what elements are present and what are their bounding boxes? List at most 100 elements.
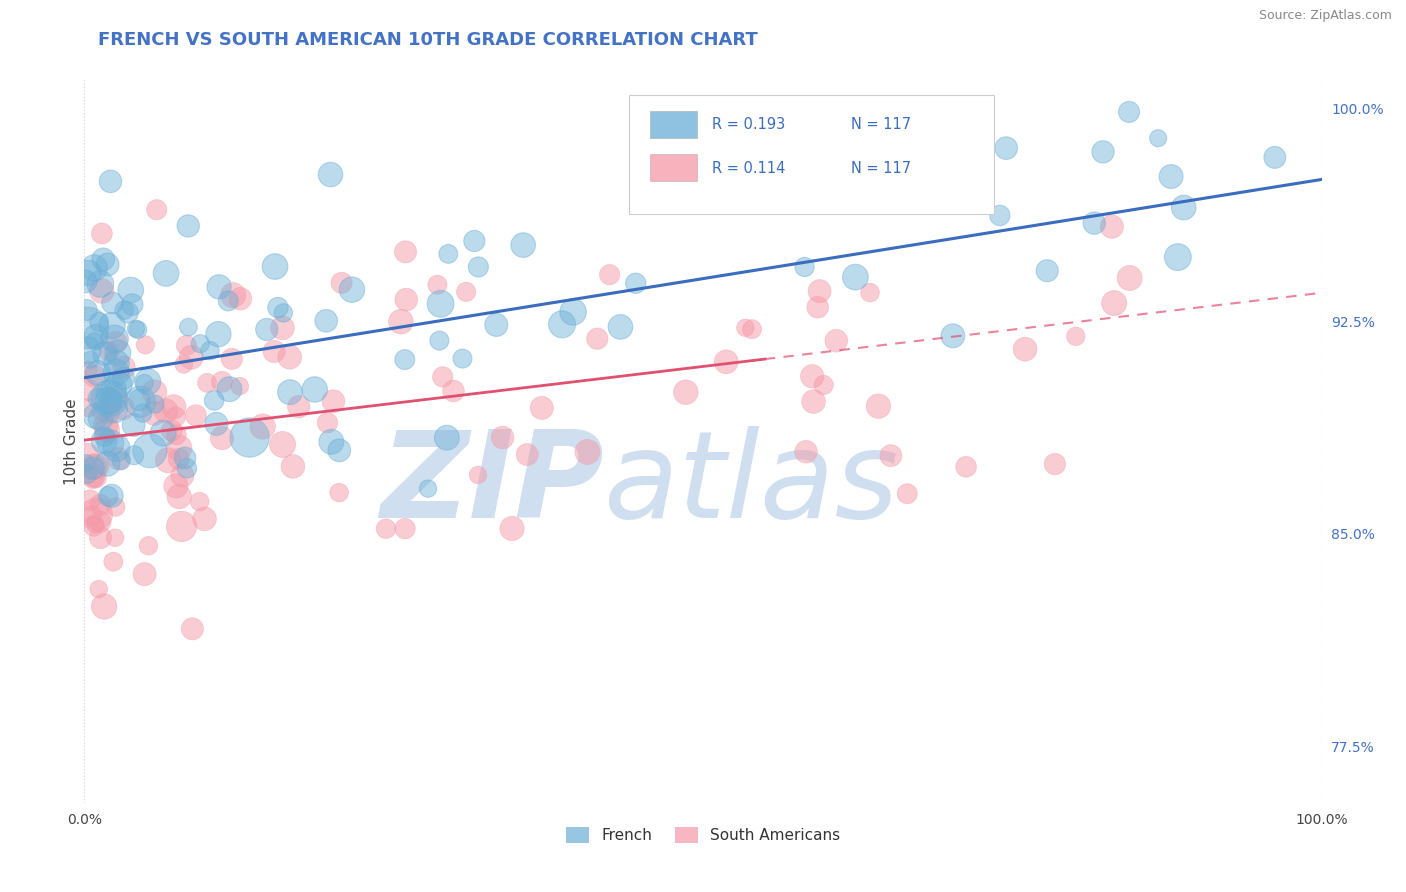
- Point: [516, 448, 538, 462]
- Point: [77, 401, 100, 415]
- Text: N = 117: N = 117: [852, 161, 911, 176]
- Point: [165, 428, 187, 442]
- Point: [103, 402, 125, 417]
- Point: [87, 392, 110, 406]
- Point: [198, 343, 221, 358]
- Point: [221, 351, 243, 366]
- Point: [851, 135, 873, 149]
- Point: [267, 301, 290, 315]
- Point: [104, 500, 127, 514]
- Point: [808, 284, 831, 298]
- Point: [181, 622, 204, 636]
- Point: [807, 300, 830, 314]
- Point: [77, 363, 100, 377]
- Point: [103, 332, 125, 346]
- Point: [152, 426, 174, 441]
- Point: [83, 334, 105, 349]
- Point: [84, 471, 107, 485]
- Point: [426, 277, 449, 292]
- Point: [87, 582, 110, 596]
- Point: [170, 519, 193, 533]
- Point: [467, 260, 489, 274]
- Point: [229, 292, 252, 306]
- Point: [322, 394, 344, 409]
- Y-axis label: 10th Grade: 10th Grade: [63, 398, 79, 485]
- Point: [1173, 201, 1195, 215]
- Point: [394, 522, 416, 536]
- Point: [207, 327, 229, 342]
- Point: [143, 397, 166, 411]
- Point: [167, 451, 190, 466]
- Point: [97, 407, 120, 421]
- Point: [202, 393, 225, 408]
- Point: [120, 283, 142, 297]
- Point: [340, 283, 363, 297]
- Point: [879, 190, 901, 204]
- Point: [278, 350, 301, 364]
- Point: [562, 305, 585, 319]
- Point: [98, 344, 121, 359]
- Point: [76, 343, 98, 358]
- Point: [271, 321, 294, 335]
- Point: [205, 417, 228, 431]
- Point: [609, 319, 631, 334]
- Point: [143, 406, 166, 420]
- Point: [586, 332, 609, 346]
- Text: N = 117: N = 117: [852, 117, 911, 132]
- Point: [1160, 169, 1182, 184]
- Point: [211, 375, 233, 389]
- Point: [188, 494, 211, 508]
- Point: [96, 423, 118, 437]
- Point: [328, 443, 350, 458]
- Point: [75, 275, 97, 289]
- Point: [79, 352, 101, 367]
- Point: [218, 382, 240, 396]
- Point: [174, 450, 197, 465]
- Point: [117, 306, 139, 320]
- Point: [105, 335, 128, 350]
- Point: [112, 360, 135, 375]
- Point: [93, 599, 115, 614]
- Point: [83, 459, 105, 474]
- Point: [416, 482, 439, 496]
- Point: [100, 394, 122, 409]
- Point: [173, 357, 195, 371]
- Point: [98, 392, 121, 406]
- Point: [530, 401, 553, 415]
- FancyBboxPatch shape: [628, 95, 994, 214]
- Point: [222, 288, 245, 302]
- Point: [134, 338, 156, 352]
- Point: [813, 378, 835, 392]
- Point: [801, 369, 824, 384]
- Point: [1083, 216, 1105, 230]
- Point: [429, 334, 451, 348]
- Point: [375, 522, 398, 536]
- Point: [134, 376, 156, 391]
- Point: [1036, 264, 1059, 278]
- Point: [108, 451, 131, 466]
- Point: [132, 406, 155, 420]
- FancyBboxPatch shape: [650, 111, 697, 138]
- Point: [90, 227, 112, 241]
- Point: [889, 126, 911, 140]
- Point: [389, 315, 412, 329]
- Point: [321, 434, 343, 449]
- Text: ZIP: ZIP: [380, 426, 605, 543]
- Point: [1264, 150, 1286, 164]
- Point: [107, 346, 129, 360]
- Point: [101, 296, 124, 310]
- Point: [1092, 145, 1115, 159]
- Point: [112, 303, 135, 318]
- Point: [263, 344, 285, 359]
- Point: [995, 141, 1018, 155]
- Point: [82, 471, 104, 485]
- Point: [467, 467, 489, 482]
- Point: [77, 266, 100, 280]
- Point: [82, 468, 104, 483]
- Point: [741, 322, 763, 336]
- Point: [456, 285, 478, 299]
- Point: [89, 515, 111, 529]
- Point: [624, 277, 647, 291]
- Point: [1147, 131, 1170, 145]
- Point: [76, 321, 98, 335]
